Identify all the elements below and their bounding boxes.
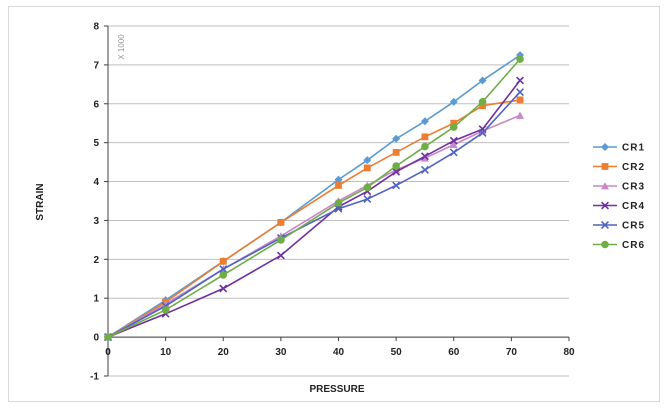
data-point <box>392 162 400 170</box>
legend-label: CR5 <box>622 221 645 232</box>
data-point <box>420 152 429 161</box>
data-point <box>449 123 458 131</box>
legend-label: CR3 <box>622 182 645 193</box>
legend-marker <box>601 201 609 210</box>
data-point <box>516 55 524 63</box>
series-cr1 <box>104 51 525 342</box>
data-point <box>392 181 401 190</box>
data-point <box>335 182 342 189</box>
data-point <box>450 119 458 127</box>
data-point <box>479 102 486 110</box>
data-point <box>277 236 285 244</box>
y-tick-labels: -1 0 1 2 3 4 5 6 7 8 <box>90 22 99 383</box>
data-point <box>277 218 285 226</box>
data-point <box>449 148 458 157</box>
x-tick-label: 70 <box>506 347 518 358</box>
data-point <box>161 306 170 314</box>
legend-marker <box>601 182 609 190</box>
data-point <box>478 128 487 137</box>
y-axis-title: STRAIN <box>35 183 46 220</box>
data-point <box>516 88 524 97</box>
data-point <box>363 164 371 172</box>
legend-label: CR4 <box>622 201 645 212</box>
legend-label: CR6 <box>622 240 645 251</box>
data-point <box>449 136 458 145</box>
y-tick-label: 6 <box>93 99 99 110</box>
data-point <box>478 76 487 85</box>
data-point <box>219 265 228 274</box>
data-point <box>363 156 372 165</box>
data-point <box>516 111 524 119</box>
x-tick-labels: 0 10 20 30 40 50 60 70 80 <box>105 347 575 358</box>
legend-marker <box>601 240 609 249</box>
data-point <box>449 140 458 149</box>
series-line <box>107 54 521 338</box>
data-point <box>276 251 285 260</box>
y-tick-label: 5 <box>93 138 99 149</box>
legend-entry: CR2 <box>593 162 645 173</box>
x-tick-label: 60 <box>448 347 460 358</box>
y-tick-label: 7 <box>93 60 99 71</box>
x-axis-title: PRESSURE <box>309 384 364 395</box>
x-tick-label: 30 <box>275 347 287 358</box>
y-unit-note: X 1000 <box>117 34 126 60</box>
legend-entry: CR6 <box>593 240 645 251</box>
legend-entry: CR3 <box>593 182 645 193</box>
data-point <box>363 195 372 204</box>
series-cr2 <box>104 96 524 341</box>
series-group <box>104 51 525 342</box>
data-point <box>392 148 400 156</box>
series-line <box>107 91 521 338</box>
data-point <box>392 167 401 176</box>
y-tick-label: 2 <box>93 255 99 266</box>
data-point <box>478 98 487 106</box>
data-point <box>334 199 343 207</box>
data-point <box>421 142 429 151</box>
chart-frame: -1 0 1 2 3 4 5 6 7 8 0 10 20 30 40 50 60 70 80 CR1 CR2 CR3 C… <box>8 6 660 402</box>
y-tick-label: 3 <box>93 216 99 227</box>
x-tick-label: 40 <box>333 347 345 358</box>
y-tick-label: 0 <box>93 333 99 344</box>
legend-entry: CR5 <box>593 221 645 232</box>
legend-entry: CR1 <box>593 143 645 154</box>
data-point <box>421 154 429 162</box>
data-point <box>219 271 228 279</box>
x-tick-label: 50 <box>391 347 403 358</box>
x-tick-label: 20 <box>218 347 230 358</box>
data-point <box>420 117 429 126</box>
legend-label: CR2 <box>622 162 645 173</box>
y-tick-label: 1 <box>93 294 99 305</box>
series-cr6 <box>104 55 524 341</box>
x-tick-label: 80 <box>563 347 575 358</box>
x-tick-label: 0 <box>105 347 111 358</box>
legend: CR1 CR2 CR3 CR4 CR5 CR6 <box>593 143 645 251</box>
legend-label: CR1 <box>622 143 645 154</box>
legend-marker <box>601 221 609 229</box>
data-point <box>334 175 343 184</box>
y-tick-label: -1 <box>90 372 99 383</box>
data-point <box>420 165 429 174</box>
data-point <box>421 133 429 141</box>
y-tick-label: 8 <box>93 22 99 33</box>
data-point <box>334 204 343 213</box>
data-point <box>516 76 524 85</box>
data-point <box>478 127 487 135</box>
data-point <box>392 134 401 143</box>
data-point <box>219 284 228 293</box>
data-point <box>449 97 458 106</box>
y-tick-label: 4 <box>93 177 99 188</box>
data-point <box>363 183 372 192</box>
legend-marker <box>601 143 609 151</box>
legend-marker <box>601 163 609 170</box>
data-point <box>104 333 112 341</box>
data-point <box>516 96 524 104</box>
series-cr3 <box>104 111 524 341</box>
x-tick-label: 10 <box>160 347 172 358</box>
data-point <box>219 257 227 265</box>
legend-entry: CR4 <box>593 201 645 212</box>
